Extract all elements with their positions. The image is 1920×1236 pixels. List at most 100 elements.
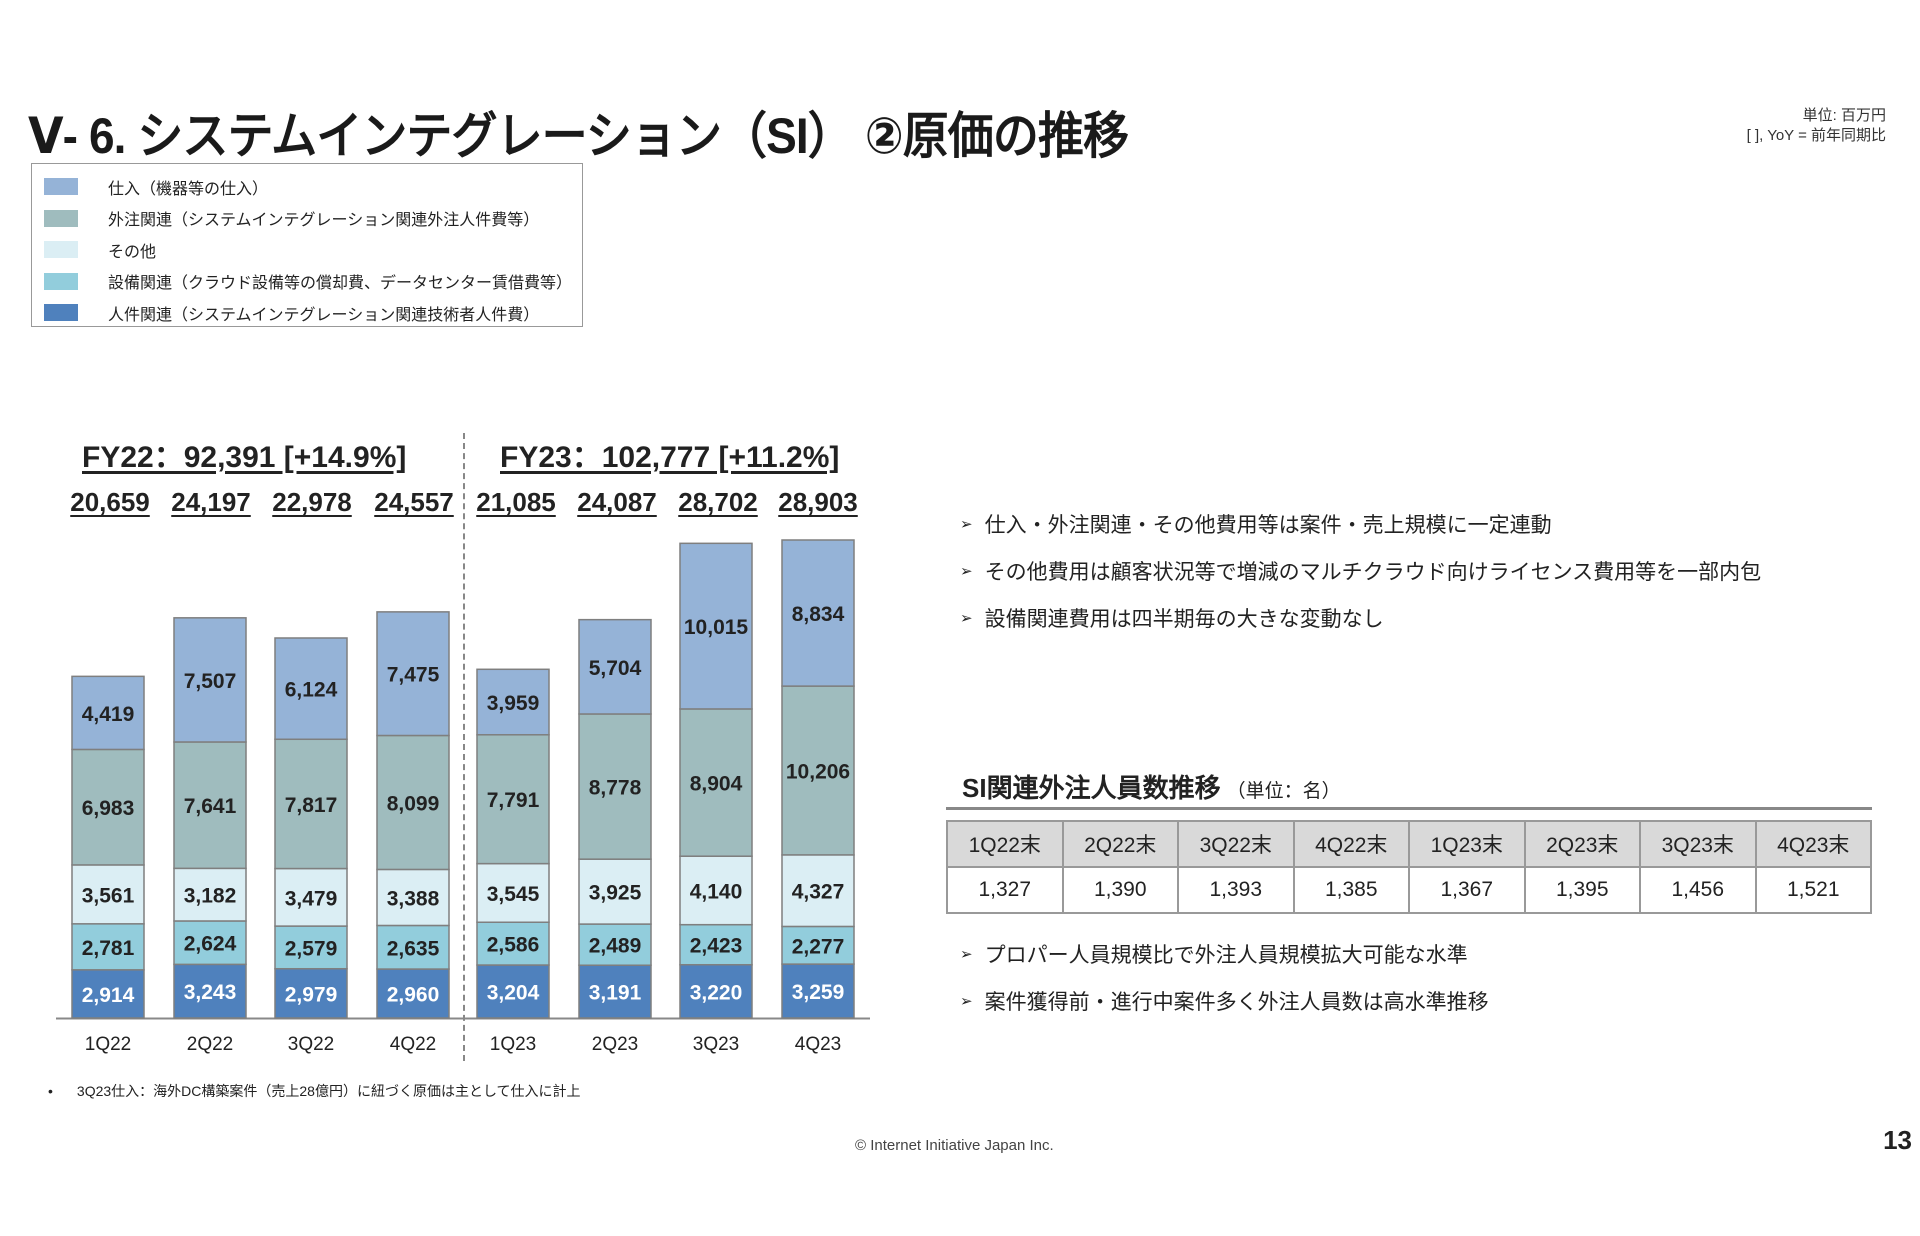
bar-segment-personnel <box>376 968 450 1019</box>
fiscal-year-divider <box>463 433 465 1061</box>
x-tick-label: 3Q23 <box>692 1034 740 1055</box>
bar-segment-facility <box>274 925 348 970</box>
quarter-total: 28,702 <box>678 487 758 517</box>
arrow-bullet-icon: ➢ <box>960 609 973 627</box>
x-tick-label: 1Q23 <box>489 1034 537 1055</box>
bar-segment-facility <box>679 923 753 966</box>
bar-segment-purchase <box>679 542 753 710</box>
bar-segment-purchase <box>578 618 652 715</box>
table-cell: 1,327 <box>946 866 1064 914</box>
unit-label: 単位: 百万円 <box>1802 107 1886 124</box>
data-label-facility: 2,586 <box>487 934 540 957</box>
table-header-cell: 2Q23末 <box>1523 820 1641 868</box>
data-label-personnel: 3,259 <box>792 981 845 1004</box>
table-header-cell: 3Q22末 <box>1177 820 1295 868</box>
fy22-summary: FY22：92,391 [+14.9%] <box>82 441 407 474</box>
table-header-cell: 1Q22末 <box>946 820 1064 868</box>
bar-segment-other <box>376 868 450 927</box>
bar-segment-other <box>274 867 348 927</box>
table-header-cell: 4Q23末 <box>1754 820 1872 868</box>
bar-segment-other <box>679 855 753 926</box>
bullet-item: ➢ 仕入・外注関連・その他費用等は案件・売上規模に一定連動 <box>960 500 1761 547</box>
bullet-text: 設備関連費用は四半期毎の大きな変動なし <box>984 607 1384 631</box>
bar-stack-4Q23: 3,259 2,277 4,327 10,206 8,834 <box>781 539 855 1019</box>
page-number: 13 <box>1883 1125 1912 1155</box>
data-label-other: 3,561 <box>82 884 135 907</box>
data-label-facility: 2,624 <box>184 933 237 956</box>
legend-item-outsourcing: 外注関連（システムインテグレーション関連外注人件費等） <box>44 203 582 235</box>
bar-segment-personnel <box>274 967 348 1019</box>
bar-segment-facility <box>578 923 652 966</box>
legend-item-purchase: 仕入（機器等の仕入） <box>44 171 582 203</box>
legend-swatch-personnel <box>44 304 78 322</box>
bar-segment-other <box>578 858 652 925</box>
data-label-personnel: 2,960 <box>387 984 440 1007</box>
bar-segment-purchase <box>781 539 855 687</box>
commentary-top: ➢ 仕入・外注関連・その他費用等は案件・売上規模に一定連動 ➢ その他費用は顧客状況… <box>960 500 1761 641</box>
bar-stack-1Q23: 3,204 2,586 3,545 7,791 3,959 <box>476 668 550 1019</box>
quarter-total: 20,659 <box>70 487 150 517</box>
bar-segment-purchase <box>376 611 450 737</box>
legend-item-other: その他 <box>44 234 582 266</box>
data-label-purchase: 7,507 <box>184 670 237 693</box>
x-tick-label: 2Q22 <box>186 1034 234 1055</box>
data-label-outsourcing: 7,791 <box>487 789 540 812</box>
data-label-facility: 2,423 <box>690 935 743 958</box>
chart-legend: 仕入（機器等の仕入） 外注関連（システムインテグレーション関連外注人件費等） そ… <box>31 163 583 327</box>
table-header-cell: 3Q23末 <box>1639 820 1757 868</box>
data-label-facility: 2,489 <box>589 935 642 958</box>
table-cell: 1,521 <box>1754 866 1872 914</box>
page-title: Ⅴ- 6. システムインテグレーション（SI） ②原価の推移 <box>28 108 1129 164</box>
arrow-bullet-icon: ➢ <box>960 515 973 533</box>
bar-segment-facility <box>376 924 450 970</box>
bar-segment-purchase <box>274 637 348 741</box>
data-label-outsourcing: 8,778 <box>589 777 642 800</box>
quarter-total: 24,197 <box>171 487 251 517</box>
bar-segment-facility <box>781 925 855 965</box>
x-tick-label: 4Q22 <box>389 1034 437 1055</box>
footnote-text: 3Q23仕入：海外DC構築案件（売上28億円）に紐づく原価は主として仕入に計上 <box>76 1083 581 1099</box>
legend-label: その他 <box>108 243 157 261</box>
data-label-outsourcing: 7,817 <box>285 794 338 817</box>
data-label-purchase: 3,959 <box>487 692 540 715</box>
data-label-other: 4,327 <box>792 881 845 904</box>
unit-note: 単位: 百万円 [ ], YoY = 前年同期比 <box>1747 106 1886 146</box>
si-staff-title-text: SI関連外注人員数推移 <box>962 773 1221 803</box>
x-tick-label: 4Q23 <box>794 1034 842 1055</box>
x-tick-label: 1Q22 <box>84 1034 132 1055</box>
data-label-other: 3,925 <box>589 882 642 905</box>
data-label-facility: 2,781 <box>82 937 135 960</box>
table-header-cell: 1Q23末 <box>1408 820 1526 868</box>
bar-segment-outsourcing <box>476 734 550 865</box>
bar-segment-personnel <box>679 963 753 1019</box>
data-label-outsourcing: 7,641 <box>184 795 237 818</box>
bar-segment-purchase <box>476 668 550 736</box>
bar-segment-outsourcing <box>781 685 855 856</box>
si-staff-unit: （単位：名） <box>1226 781 1341 802</box>
arrow-bullet-icon: ➢ <box>960 992 973 1010</box>
table-cell: 1,393 <box>1177 866 1295 914</box>
data-label-personnel: 3,204 <box>487 982 540 1005</box>
data-label-purchase: 7,475 <box>387 664 440 687</box>
table-cell: 1,385 <box>1292 866 1410 914</box>
legend-swatch-outsourcing <box>44 209 78 227</box>
quarter-total: 21,085 <box>476 487 556 517</box>
bar-stack-1Q22: 2,914 2,781 3,561 6,983 4,419 <box>71 675 145 1019</box>
data-label-facility: 2,579 <box>285 937 338 960</box>
bullet-text: 案件獲得前・進行中案件多く外注人員数は高水準推移 <box>984 990 1489 1014</box>
data-label-purchase: 8,834 <box>792 603 845 626</box>
quarter-total: 28,903 <box>778 487 858 517</box>
commentary-bottom: ➢ プロパー人員規模比で外注人員規模拡大可能な水準 ➢ 案件獲得前・進行中案件多く外… <box>960 930 1489 1024</box>
quarter-total: 24,087 <box>577 487 657 517</box>
bullet-text: 仕入・外注関連・その他費用等は案件・売上規模に一定連動 <box>984 513 1552 537</box>
data-label-other: 3,388 <box>387 887 440 910</box>
table-cell: 1,390 <box>1061 866 1179 914</box>
data-label-other: 3,182 <box>184 885 237 908</box>
bar-segment-outsourcing <box>71 748 145 866</box>
fy23-summary: FY23：102,777 [+11.2%] <box>500 441 840 474</box>
x-tick-label: 3Q22 <box>287 1034 335 1055</box>
copyright: © Internet Initiative Japan Inc. <box>855 1137 1054 1154</box>
bar-stack-3Q23: 3,220 2,423 4,140 8,904 10,015 <box>679 542 753 1019</box>
data-label-purchase: 6,124 <box>285 679 338 702</box>
stacked-bar-chart: 2,914 2,781 3,561 6,983 4,419 3,243 2,624 3,182… <box>56 539 870 1020</box>
